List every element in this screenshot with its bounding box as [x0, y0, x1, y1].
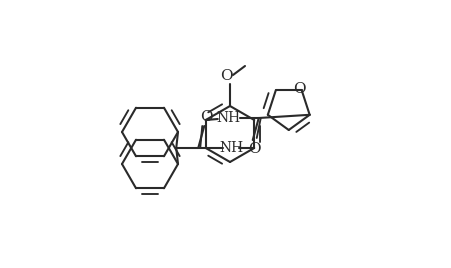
- Text: NH: NH: [219, 141, 243, 155]
- Text: NH: NH: [216, 111, 241, 125]
- Text: O: O: [220, 69, 232, 83]
- Text: O: O: [249, 142, 261, 156]
- Text: O: O: [293, 82, 306, 96]
- Text: O: O: [200, 110, 212, 124]
